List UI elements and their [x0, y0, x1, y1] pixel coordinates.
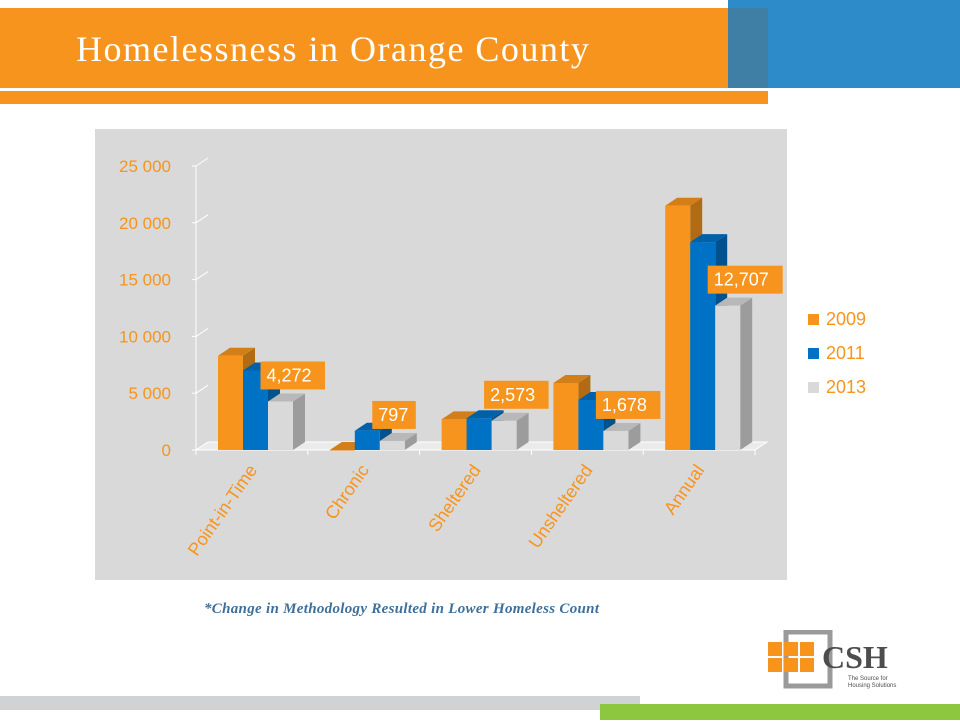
legend-label-2013: 2013 — [826, 377, 866, 397]
bar-2009-unsheltered — [553, 382, 579, 450]
bar-2009-annual — [665, 205, 691, 450]
title-banner-stripe — [0, 88, 768, 104]
legend-swatch-2013 — [808, 382, 819, 393]
methodology-footnote: *Change in Methodology Resulted in Lower… — [204, 601, 600, 617]
bar-top-2013-point-in-time — [268, 393, 305, 402]
title-banner — [0, 8, 768, 88]
bar-top-2013-chronic — [379, 432, 417, 441]
bar-side-2013-point-in-time — [293, 393, 305, 450]
data-label-box — [484, 380, 549, 409]
bar-2013-point-in-time — [268, 401, 293, 450]
y-tick-label: 10 000 — [119, 327, 171, 346]
data-label-box — [595, 390, 661, 419]
bar-2013-unsheltered — [603, 430, 629, 450]
logo-square-6 — [800, 658, 814, 672]
legend-label-2009: 2009 — [826, 309, 866, 329]
logo-square-1 — [768, 642, 782, 656]
bar-top-2009-unsheltered — [553, 374, 591, 383]
legend-swatch-2009 — [808, 314, 819, 325]
bar-2013-chronic — [379, 440, 405, 450]
y-gridline-stub — [195, 384, 209, 394]
bar-2009-sheltered — [441, 419, 467, 450]
logo-tagline-2: Housing Solutions — [848, 683, 896, 689]
logo-tagline-1: The Source for — [848, 676, 888, 682]
bar-top-2009-point-in-time — [218, 347, 255, 356]
corner-teal-block — [728, 8, 768, 88]
bar-2009-chronic — [329, 450, 355, 451]
data-label: 1,678 — [602, 395, 647, 415]
logo-square-2 — [784, 642, 798, 656]
data-label-box — [260, 361, 325, 390]
y-gridline-stub — [195, 271, 209, 281]
y-tick-label: 0 — [162, 441, 171, 460]
y-tick-label: 25 000 — [119, 157, 171, 176]
y-tick-label: 15 000 — [119, 271, 171, 290]
bar-side-2013-annual — [740, 297, 753, 450]
bar-top-2013-sheltered — [491, 412, 529, 421]
y-gridline-stub — [195, 441, 209, 451]
csh-logo: CSH The Source for Housing Solutions — [768, 630, 896, 689]
logo-square-5 — [784, 658, 798, 672]
data-label: 797 — [378, 405, 408, 425]
bar-side-2013-unsheltered — [628, 422, 641, 450]
logo-square-3 — [800, 642, 814, 656]
slide-title: Homelessness in Orange County — [76, 29, 591, 69]
bar-top-2009-annual — [665, 197, 703, 206]
data-label: 2,573 — [490, 385, 535, 405]
legend-label-2011: 2011 — [826, 343, 865, 363]
footer-gray-bar — [0, 696, 640, 710]
bar-top-2013-unsheltered — [603, 422, 641, 431]
bar-top-2013-annual — [715, 297, 753, 306]
logo-square-4 — [768, 658, 782, 672]
bar-top-2011-sheltered — [466, 410, 504, 419]
y-tick-label: 20 000 — [119, 214, 171, 233]
legend-swatch-2011 — [808, 348, 819, 359]
y-gridline-stub — [195, 157, 209, 167]
bar-2009-point-in-time — [218, 355, 243, 450]
y-gridline-stub — [195, 327, 209, 337]
bar-2013-annual — [715, 305, 741, 450]
bar-side-2013-chronic — [404, 432, 417, 450]
logo-text: CSH — [822, 639, 888, 675]
data-label-box — [372, 400, 416, 429]
bar-2011-chronic — [354, 430, 380, 450]
data-label: 4,272 — [267, 365, 312, 385]
y-tick-label: 5 000 — [128, 384, 171, 403]
bar-2011-sheltered — [466, 418, 492, 450]
bar-side-2013-sheltered — [516, 412, 529, 450]
bar-top-2011-annual — [690, 234, 728, 243]
data-label: 12,707 — [714, 270, 769, 290]
data-label-box — [707, 265, 783, 294]
y-gridline-stub — [195, 214, 209, 224]
bar-2013-sheltered — [491, 420, 517, 450]
footer-green-bar — [600, 704, 960, 720]
